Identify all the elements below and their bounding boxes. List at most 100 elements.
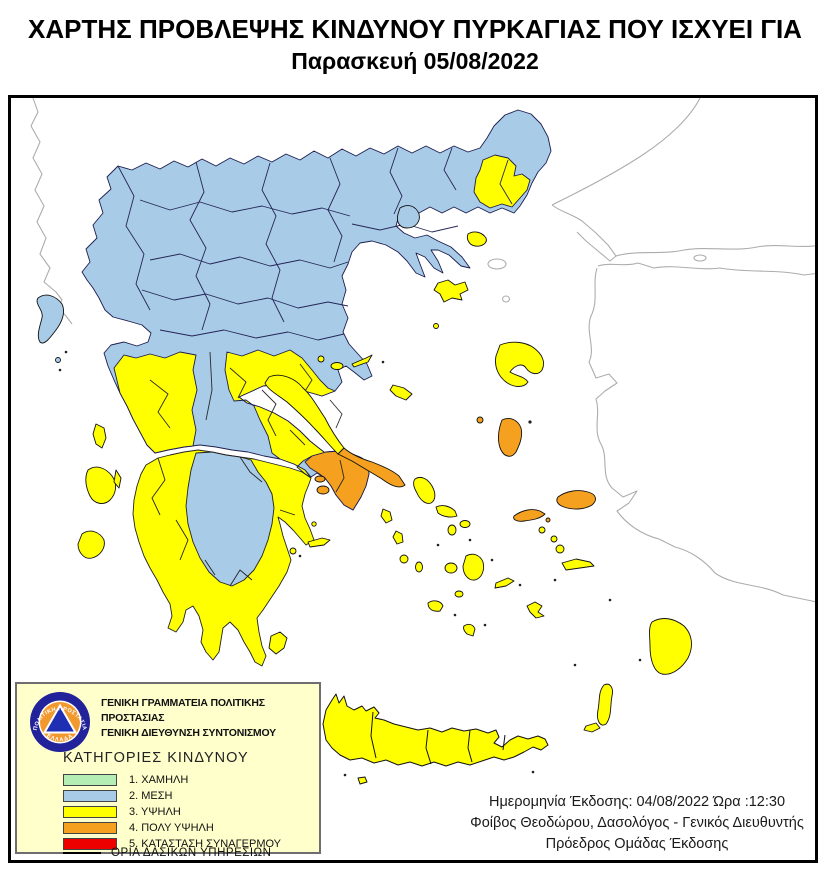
turkey-thrace-coastline xyxy=(551,98,701,206)
spetses-island xyxy=(289,547,297,555)
greece-fire-risk-map xyxy=(30,98,815,785)
label-high: 3. ΥΨΗΛΗ xyxy=(129,805,181,818)
poros-island xyxy=(311,521,317,527)
swatch-alert xyxy=(63,837,117,850)
ikaria-island xyxy=(513,509,546,522)
kythira-island xyxy=(268,631,288,655)
civil-protection-logo: ΠΟΛΙΤΙΚΗ ΠΡΟΣΤΑΣΙΑ ΕΛΛΑΔΑ xyxy=(30,692,90,752)
patmos-island xyxy=(538,526,546,534)
serifos-island xyxy=(399,554,409,564)
issue-author-line: Φοίβος Θεοδώρου, Δασολόγος - Γενικός Διε… xyxy=(470,815,804,831)
swatch-very-high xyxy=(63,821,117,834)
thasos-island xyxy=(396,205,420,229)
swatch-medium xyxy=(63,789,117,802)
legend-row-very-high: 4. ΠΟΛΥ ΥΨΗΛΗ xyxy=(63,820,281,835)
naxos-island xyxy=(462,553,485,581)
gallipoli-coastline xyxy=(551,204,617,262)
psara-island xyxy=(476,416,484,424)
tenedos-outline xyxy=(501,295,511,303)
marmara-south-coastline xyxy=(597,262,815,276)
kea-island xyxy=(380,508,393,524)
legend-row-low: 1. ΧΑΜΗΛΗ xyxy=(63,772,281,787)
syros-island xyxy=(447,524,457,536)
alonissos-island xyxy=(351,354,373,368)
skiathos-island xyxy=(317,355,325,363)
crete-region xyxy=(322,693,549,767)
crete-boundaries xyxy=(370,711,506,765)
marmara-island-outline xyxy=(693,254,707,262)
leros-island xyxy=(550,535,558,543)
page-subtitle-date: Παρασκευή 05/08/2022 xyxy=(291,48,539,74)
kasos-island xyxy=(583,722,601,733)
paxoi-island xyxy=(55,357,61,363)
page-title: ΧΑΡΤΗΣ ΠΡΟΒΛΕΨΗΣ ΚΙΝΔΥΝΟΥ ΠΥΡΚΑΓΙΑΣ ΠΟΥ … xyxy=(28,14,802,44)
islet-specks xyxy=(58,350,642,777)
issue-role-line: Πρόεδρος Ομάδας Έκδοσης xyxy=(545,836,729,852)
karpathos-island xyxy=(597,683,613,726)
forest-service-boundaries xyxy=(117,147,513,493)
boundary-line-sample xyxy=(63,852,101,854)
issue-info-block: Ημερομηνία Έκδοσης: 04/08/2022 Ώρα :12:3… xyxy=(453,792,821,855)
agency-line1: ΓΕΝΙΚΗ ΓΡΑΜΜΑΤΕΙΑ ΠΟΛΙΤΙΚΗΣ ΠΡΟΣΤΑΣΙΑΣ xyxy=(101,697,265,724)
lefkada-island xyxy=(92,423,107,449)
fourni-island xyxy=(545,517,551,523)
legend-boundary-row: ΟΡΙΑ ΔΑΣΙΚΩΝ ΥΠΗΡΕΣΙΩΝ xyxy=(63,847,271,859)
amorgos-island xyxy=(494,577,515,589)
label-very-high: 4. ΠΟΛΥ ΥΨΗΛΗ xyxy=(129,821,214,834)
legend-row-medium: 2. ΜΕΣΗ xyxy=(63,788,281,803)
aegina-island xyxy=(316,485,330,495)
kythnos-island xyxy=(392,530,404,545)
agency-name: ΓΕΝΙΚΗ ΓΡΑΜΜΑΤΕΙΑ ΠΟΛΙΤΙΚΗΣ ΠΡΟΣΤΑΣΙΑΣ Γ… xyxy=(101,696,319,741)
swatch-high xyxy=(63,805,117,818)
agios-efstratios-island xyxy=(433,323,439,329)
ithaki-island xyxy=(113,469,122,489)
hydra-island xyxy=(307,537,331,548)
albania-coastline xyxy=(30,98,73,325)
central-greece-east-region xyxy=(224,349,339,479)
marmara-north-coastline xyxy=(615,245,815,257)
milos-island xyxy=(427,600,444,612)
kalymnos-island xyxy=(555,544,565,554)
boundary-label: ΟΡΙΑ ΔΑΣΙΚΩΝ ΥΠΗΡΕΣΙΩΝ xyxy=(111,847,272,859)
svg-text:ΕΛΛΑΔΑ: ΕΛΛΑΔΑ xyxy=(45,733,74,743)
kos-island xyxy=(561,558,595,571)
central-greece-west-region xyxy=(113,351,198,454)
samothrace-island xyxy=(466,231,487,247)
ios-island xyxy=(454,590,464,598)
label-low: 1. ΧΑΜΗΛΗ xyxy=(129,773,189,786)
imbros-outline xyxy=(487,258,507,270)
peloponnese-central-region xyxy=(185,451,275,587)
gavdos-island xyxy=(357,776,368,785)
kefalonia-island xyxy=(85,466,117,504)
paros-island xyxy=(444,562,458,574)
legend-row-alert: 5. ΚΑΤΑΣΤΑΣΗ ΣΥΝΑΓΕΡΜΟΥ xyxy=(63,836,281,851)
swatch-low xyxy=(63,773,117,786)
sifnos-island xyxy=(415,561,423,573)
agency-line2: ΓΕΝΙΚΗ ΔΙΕΥΘΥΝΣΗ ΣΥΝΤΟΝΙΣΜΟΥ xyxy=(101,727,276,739)
corfu-island xyxy=(36,294,65,344)
legend-categories-title: ΚΑΤΗΓΟΡΙΕΣ ΚΙΝΔΥΝΟΥ xyxy=(63,750,249,766)
zakynthos-island xyxy=(77,530,105,559)
anatolia-west-coastline xyxy=(588,267,815,603)
peloponnese-boundaries xyxy=(151,456,296,587)
samos-island xyxy=(556,490,596,510)
evia-south-region xyxy=(337,447,406,488)
mykonos-island xyxy=(459,520,471,528)
skyros-island xyxy=(389,384,413,401)
lesvos-island xyxy=(495,341,545,387)
evros-region xyxy=(473,154,531,209)
legend-box: ΠΟΛΙΤΙΚΗ ΠΡΟΣΤΑΣΙΑ ΕΛΛΑΔΑ ΓΕΝΙΚΗ ΓΡΑΜΜΑΤ… xyxy=(15,682,321,859)
rhodes-island xyxy=(649,618,692,675)
legend-category-list: 1. ΧΑΜΗΛΗ 2. ΜΕΣΗ 3. ΥΨΗΛΗ 4. ΠΟΛΥ ΥΨΗΛΗ… xyxy=(63,772,281,852)
label-medium: 2. ΜΕΣΗ xyxy=(129,789,173,802)
astypalaia-island xyxy=(526,601,545,619)
logo-bottom-text: ΕΛΛΑΔΑ xyxy=(45,733,73,743)
skopelos-island xyxy=(330,362,344,370)
santorini-island xyxy=(463,623,476,637)
chios-island xyxy=(498,417,523,457)
tinos-island xyxy=(435,505,458,518)
label-alert: 5. ΚΑΤΑΣΤΑΣΗ ΣΥΝΑΓΕΡΜΟΥ xyxy=(129,837,282,850)
salamina-island xyxy=(314,475,326,483)
legend-row-high: 3. ΥΨΗΛΗ xyxy=(63,804,281,819)
